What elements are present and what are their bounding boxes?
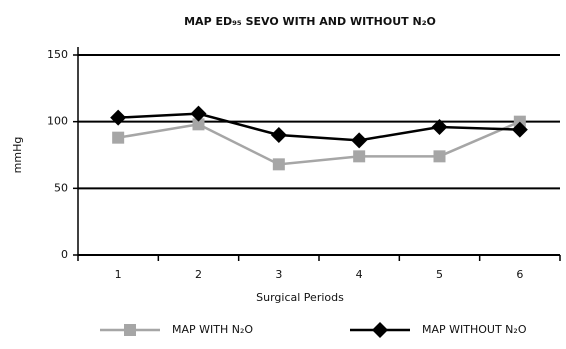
y-axis-label: mmHg (11, 137, 24, 174)
series-line (118, 112, 520, 142)
y-tick-label: 100 (47, 115, 68, 128)
point (272, 158, 285, 171)
point (192, 118, 205, 131)
point (270, 127, 287, 143)
x-tick-label: 6 (516, 268, 523, 281)
x-tick-label: 5 (436, 268, 443, 281)
legend-marker (124, 324, 136, 336)
legend-marker (372, 322, 388, 338)
legend-label: MAP WITHOUT N₂O (422, 323, 527, 336)
point (351, 132, 368, 149)
y-tick-label: 50 (54, 181, 68, 194)
point (190, 105, 207, 122)
point (431, 119, 448, 135)
y-tick-label: 150 (47, 48, 68, 61)
series-line (117, 120, 521, 166)
point (433, 150, 446, 163)
x-axis-label: Surgical Periods (256, 291, 344, 304)
point (353, 150, 366, 163)
x-tick-label: 2 (195, 268, 202, 281)
point (110, 109, 127, 126)
x-tick-label: 3 (275, 268, 282, 281)
legend-label: MAP WITH N₂O (172, 323, 253, 336)
y-tick-label: 0 (61, 248, 68, 261)
x-tick-label: 1 (115, 268, 122, 281)
point (511, 121, 528, 138)
point (112, 131, 125, 144)
chart-title: MAP ED₉₅ SEVO WITH AND WITHOUT N₂O (184, 15, 436, 28)
x-tick-label: 4 (356, 268, 363, 281)
